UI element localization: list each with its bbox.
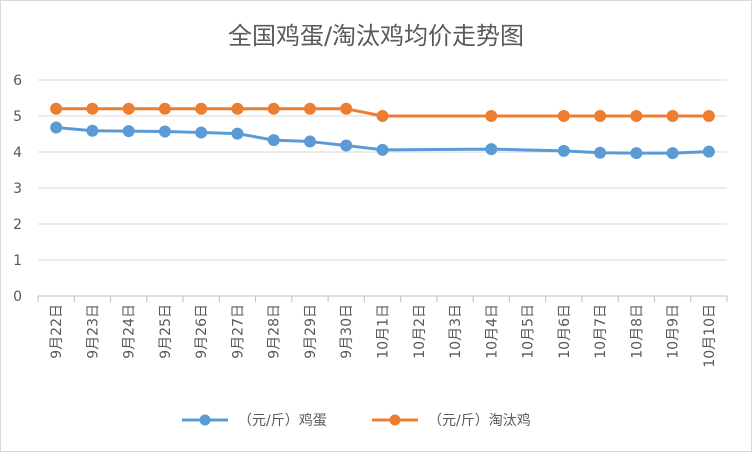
data-point <box>376 143 389 156</box>
data-point <box>340 139 353 152</box>
data-point <box>158 125 171 138</box>
data-point <box>594 110 607 122</box>
x-tick-label: 10月4日 <box>484 304 500 359</box>
x-tick-label: 9月30日 <box>339 304 355 359</box>
x-tick-label: 10月6日 <box>557 304 573 359</box>
data-point <box>485 143 498 156</box>
series-1 <box>50 102 715 122</box>
chart-title: 全国鸡蛋/淘汰鸡均价走势图 <box>227 22 525 50</box>
data-point <box>267 102 280 115</box>
y-tick-label: 5 <box>13 109 22 125</box>
data-point <box>122 102 135 115</box>
data-point <box>195 102 208 115</box>
series-line <box>56 107 709 118</box>
data-point <box>666 110 679 122</box>
data-point <box>50 121 63 134</box>
x-tick-label: 10月7日 <box>593 304 609 359</box>
data-point <box>122 125 135 138</box>
data-point <box>195 126 208 139</box>
y-axis-tick-labels: 0 1 2 3 4 5 6 <box>13 73 22 305</box>
y-tick-label: 6 <box>13 73 22 89</box>
y-tick-label: 2 <box>13 217 22 233</box>
data-point <box>485 110 498 122</box>
y-tick-label: 0 <box>13 289 22 305</box>
data-point <box>594 146 607 159</box>
data-point <box>303 135 316 148</box>
x-tick-label: 9月27日 <box>230 304 246 359</box>
x-tick-label: 9月22日 <box>49 304 65 359</box>
legend-item-0: （元/斤）鸡蛋 <box>182 412 327 429</box>
data-point <box>630 110 643 122</box>
legend-label: （元/斤）鸡蛋 <box>238 412 327 429</box>
x-tick-label: 9月25日 <box>158 304 174 359</box>
x-axis: 9月22日 9月23日 9月24日 9月25日 9月26日 9月27日 9月28日 9月29日… <box>37 296 728 368</box>
data-point <box>630 147 643 160</box>
data-point <box>86 124 99 137</box>
y-tick-label: 3 <box>13 181 22 197</box>
x-tick-label: 10月10日 <box>702 304 718 368</box>
data-point <box>557 144 570 157</box>
y-tick-label: 1 <box>13 253 22 269</box>
data-point <box>267 134 280 147</box>
data-point <box>86 102 99 115</box>
series-line <box>55 126 709 155</box>
x-tick-label: 9月23日 <box>85 304 101 359</box>
x-tick-label: 9月28日 <box>267 304 283 359</box>
x-tick-label: 9月24日 <box>122 304 138 359</box>
data-point <box>376 110 389 122</box>
x-tick-label: 9月29日 <box>303 304 319 359</box>
legend-label: （元/斤）淘汰鸡 <box>428 412 531 429</box>
legend: （元/斤）鸡蛋 （元/斤）淘汰鸡 <box>182 412 531 429</box>
data-point <box>702 145 715 158</box>
data-point <box>557 110 570 122</box>
data-point <box>303 102 316 115</box>
x-tick-label: 9月26日 <box>194 304 210 359</box>
series-group <box>50 102 715 160</box>
x-tick-label: 10月9日 <box>666 304 682 359</box>
data-point <box>231 127 244 140</box>
series-0 <box>50 121 715 160</box>
legend-item-1: （元/斤）淘汰鸡 <box>372 412 531 429</box>
x-tick-label: 10月2日 <box>412 304 428 359</box>
x-tick-label: 10月5日 <box>521 304 537 359</box>
legend-marker <box>199 414 211 426</box>
data-point <box>702 110 715 122</box>
data-point <box>158 102 171 115</box>
data-point <box>340 102 353 115</box>
data-point <box>666 147 679 160</box>
x-tick-label: 10月1日 <box>376 304 392 359</box>
data-point <box>50 102 63 115</box>
legend-marker <box>389 414 401 426</box>
y-tick-label: 4 <box>13 145 22 161</box>
x-tick-label: 10月8日 <box>629 304 645 359</box>
x-tick-label: 10月3日 <box>448 304 464 359</box>
data-point <box>231 102 244 115</box>
